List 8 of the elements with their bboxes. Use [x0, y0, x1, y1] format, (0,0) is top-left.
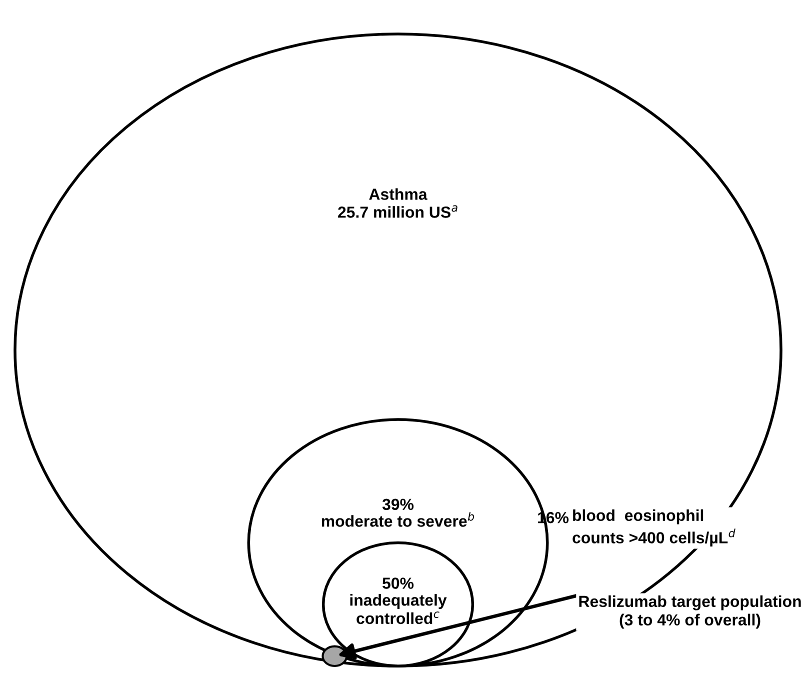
category-label: inadequately controlled$^{c}$: [350, 594, 447, 624]
text: Reslizumab target population (3 to 4% of overall): [579, 595, 801, 629]
category-label: Asthma: [369, 188, 428, 200]
category-label: blood eosinophil counts >400 cells/µL$^{d}$: [572, 509, 736, 547]
category-label: moderate to severe$^{b}$: [322, 512, 474, 527]
data-label: 50%: [382, 578, 414, 589]
data-label: 39%: [382, 498, 414, 510]
data-label: 25.7 million US$^{a}$: [338, 205, 458, 218]
